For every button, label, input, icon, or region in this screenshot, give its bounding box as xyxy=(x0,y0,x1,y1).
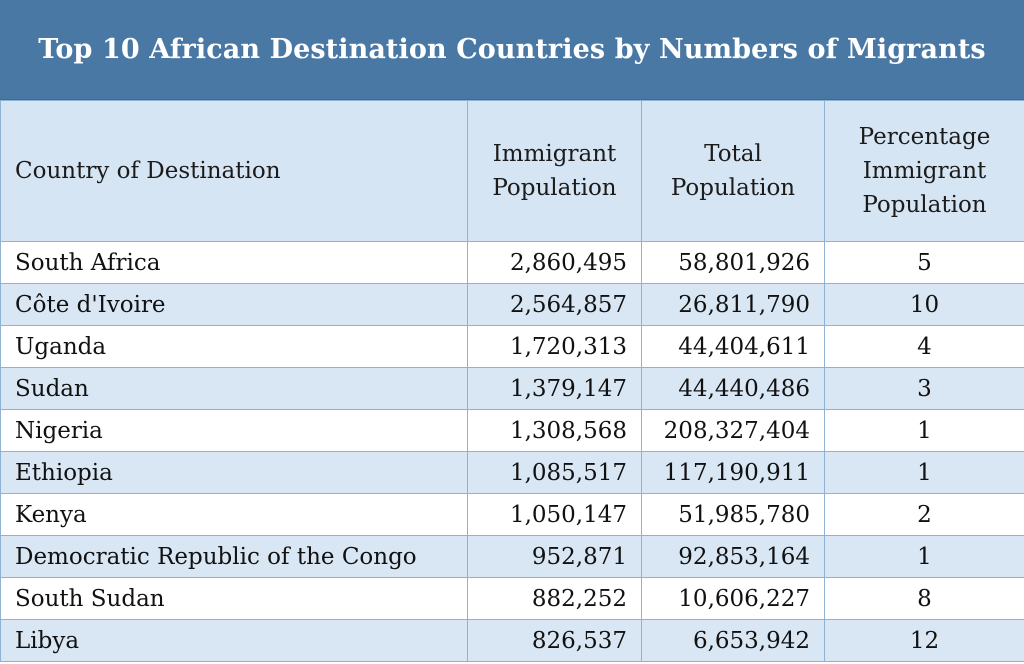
cell-percentage: 1 xyxy=(824,409,1024,452)
migrants-table: Country of Destination Immigrant Populat… xyxy=(0,100,1024,662)
header-immigrant-line: Immigrant xyxy=(492,141,617,167)
cell-immigrant-population: 952,871 xyxy=(467,535,642,578)
cell-country: South Africa xyxy=(0,241,468,284)
cell-immigrant-population: 2,564,857 xyxy=(467,283,642,326)
cell-country: Uganda xyxy=(0,325,468,368)
cell-total-population: 6,653,942 xyxy=(641,619,825,662)
table-row: Uganda 1,720,313 44,404,611 4 xyxy=(0,325,1024,368)
cell-total-population: 44,440,486 xyxy=(641,367,825,410)
cell-immigrant-population: 1,379,147 xyxy=(467,367,642,410)
table-row: Kenya 1,050,147 51,985,780 2 xyxy=(0,493,1024,536)
table-row: Libya 826,537 6,653,942 12 xyxy=(0,619,1024,662)
cell-percentage: 2 xyxy=(824,493,1024,536)
cell-total-population: 44,404,611 xyxy=(641,325,825,368)
table-row: Côte d'Ivoire 2,564,857 26,811,790 10 xyxy=(0,283,1024,326)
cell-total-population: 10,606,227 xyxy=(641,577,825,620)
header-immigrant-line: Population xyxy=(492,175,617,201)
cell-immigrant-population: 826,537 xyxy=(467,619,642,662)
cell-country: Libya xyxy=(0,619,468,662)
cell-percentage: 5 xyxy=(824,241,1024,284)
table-row: Democratic Republic of the Congo 952,871… xyxy=(0,535,1024,578)
cell-percentage: 12 xyxy=(824,619,1024,662)
cell-immigrant-population: 1,085,517 xyxy=(467,451,642,494)
cell-percentage: 4 xyxy=(824,325,1024,368)
cell-country: Kenya xyxy=(0,493,468,536)
cell-country: Democratic Republic of the Congo xyxy=(0,535,468,578)
cell-total-population: 58,801,926 xyxy=(641,241,825,284)
header-percentage-immigrant: Percentage Immigrant Population xyxy=(824,100,1024,242)
cell-immigrant-population: 1,308,568 xyxy=(467,409,642,452)
header-country: Country of Destination xyxy=(0,100,468,242)
cell-percentage: 10 xyxy=(824,283,1024,326)
table-row: Nigeria 1,308,568 208,327,404 1 xyxy=(0,409,1024,452)
header-total-population: Total Population xyxy=(641,100,825,242)
cell-total-population: 26,811,790 xyxy=(641,283,825,326)
cell-country: Sudan xyxy=(0,367,468,410)
cell-total-population: 117,190,911 xyxy=(641,451,825,494)
cell-immigrant-population: 2,860,495 xyxy=(467,241,642,284)
title-bar: Top 10 African Destination Countries by … xyxy=(0,0,1024,100)
header-total-line: Population xyxy=(670,175,796,201)
header-country-line: Country of Destination xyxy=(15,158,281,184)
cell-total-population: 92,853,164 xyxy=(641,535,825,578)
cell-total-population: 51,985,780 xyxy=(641,493,825,536)
header-percentage-line: Immigrant xyxy=(862,158,987,184)
header-row: Country of Destination Immigrant Populat… xyxy=(0,100,1024,242)
header-total-line: Total xyxy=(704,141,762,167)
cell-country: Nigeria xyxy=(0,409,468,452)
table-row: South Africa 2,860,495 58,801,926 5 xyxy=(0,241,1024,284)
cell-immigrant-population: 1,720,313 xyxy=(467,325,642,368)
cell-country: Ethiopia xyxy=(0,451,468,494)
header-immigrant-population: Immigrant Population xyxy=(467,100,642,242)
cell-total-population: 208,327,404 xyxy=(641,409,825,452)
cell-percentage: 3 xyxy=(824,367,1024,410)
header-percentage-line: Percentage xyxy=(858,124,991,150)
header-percentage-line: Population xyxy=(862,192,987,218)
cell-immigrant-population: 1,050,147 xyxy=(467,493,642,536)
table-row: Sudan 1,379,147 44,440,486 3 xyxy=(0,367,1024,410)
cell-immigrant-population: 882,252 xyxy=(467,577,642,620)
table-row: South Sudan 882,252 10,606,227 8 xyxy=(0,577,1024,620)
cell-country: South Sudan xyxy=(0,577,468,620)
cell-percentage: 1 xyxy=(824,451,1024,494)
cell-country: Côte d'Ivoire xyxy=(0,283,468,326)
table-title: Top 10 African Destination Countries by … xyxy=(38,34,986,65)
table-body: South Africa 2,860,495 58,801,926 5 Côte… xyxy=(0,241,1024,662)
cell-percentage: 1 xyxy=(824,535,1024,578)
cell-percentage: 8 xyxy=(824,577,1024,620)
table-header: Country of Destination Immigrant Populat… xyxy=(0,100,1024,242)
table-row: Ethiopia 1,085,517 117,190,911 1 xyxy=(0,451,1024,494)
